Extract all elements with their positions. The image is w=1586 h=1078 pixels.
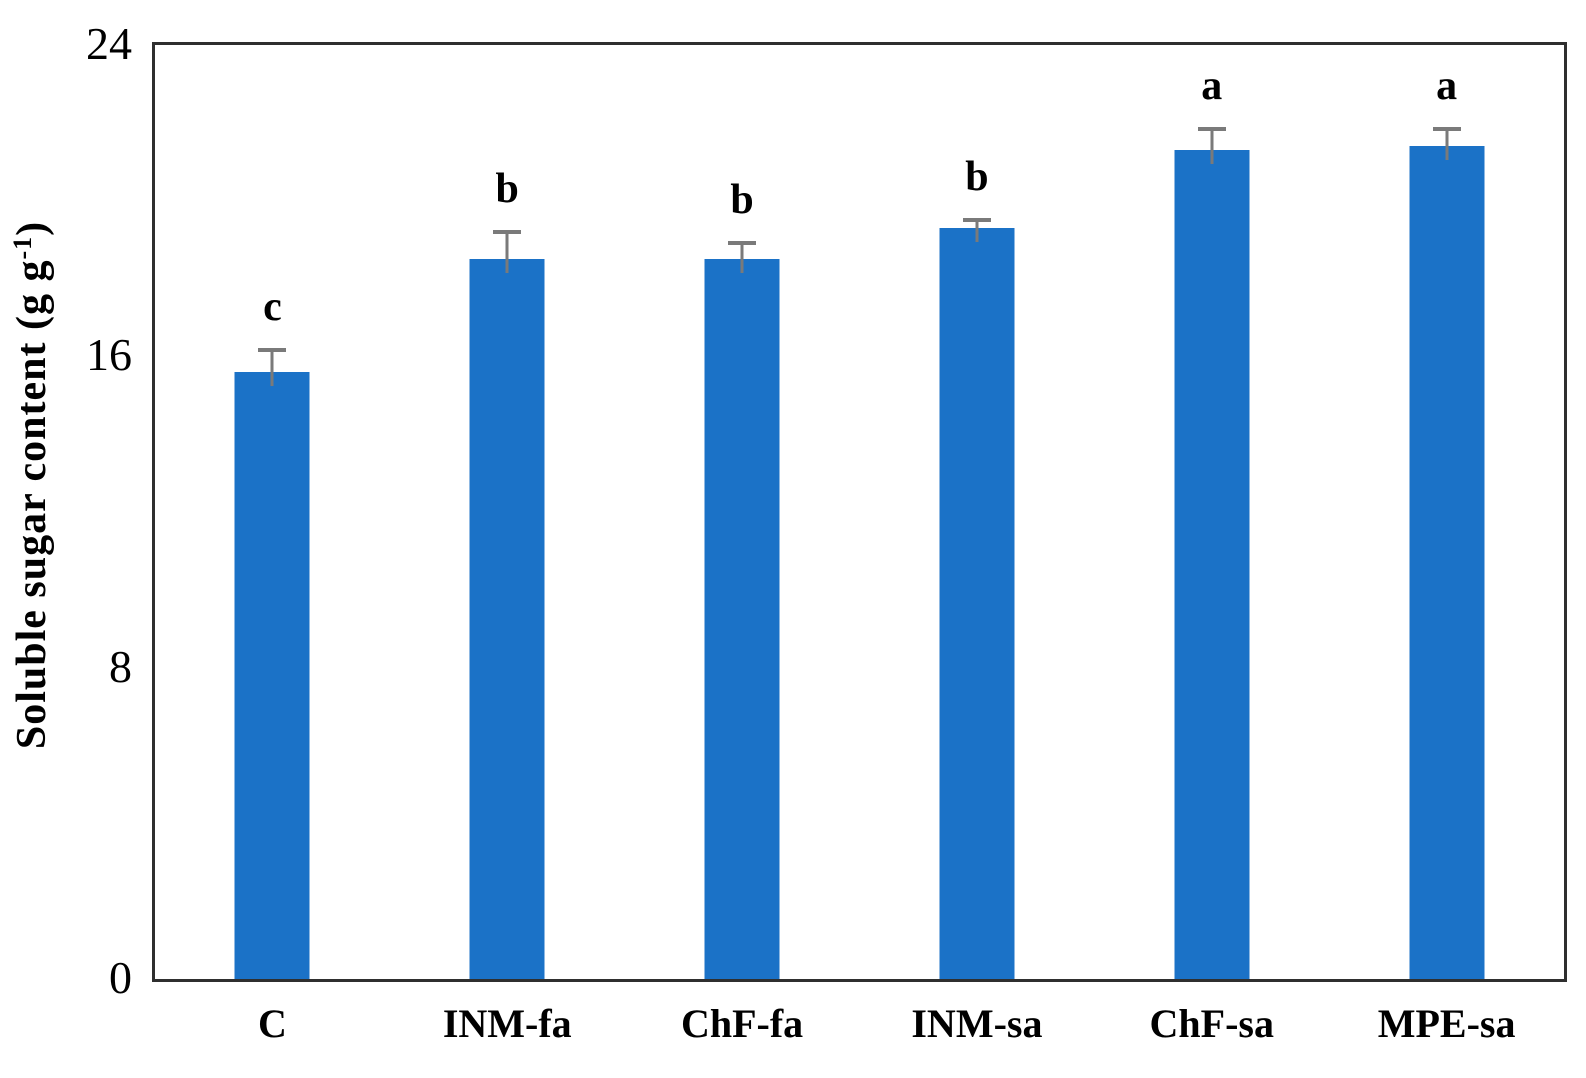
x-tick-label-C: C [257, 1001, 287, 1046]
x-tick-label-ChF-sa: ChF-sa [1149, 1001, 1274, 1046]
error-bar-whisker [975, 222, 979, 242]
plot-area: c b b b a a [152, 42, 1567, 982]
bar [1409, 146, 1485, 979]
significance-letter: b [965, 154, 989, 201]
y-tick-label-16: 16 [86, 329, 132, 381]
y-tick-label-8: 8 [109, 640, 132, 692]
error-bar-whisker [1445, 130, 1449, 161]
significance-letter: b [495, 165, 519, 212]
significance-letter: b [730, 177, 754, 224]
bar [234, 371, 310, 979]
error-bar-whisker [740, 245, 744, 274]
bar [469, 259, 545, 979]
bar [939, 227, 1015, 979]
error-bar-cap [962, 218, 991, 223]
error-bar-whisker [505, 233, 509, 274]
bar-group-C: c [155, 45, 390, 979]
error-bar-whisker [270, 352, 274, 386]
significance-letter: a [1201, 62, 1223, 109]
bar-group-ChF-sa: a [1094, 45, 1329, 979]
bar [1174, 150, 1250, 979]
bar-group-MPE-sa: a [1329, 45, 1564, 979]
bar-group-INM-sa: b [860, 45, 1095, 979]
bar [704, 259, 780, 979]
bar-group-ChF-fa: b [625, 45, 860, 979]
error-bar-cap [1432, 126, 1461, 131]
y-tick-label-24: 24 [86, 18, 132, 69]
significance-letter: c [263, 284, 282, 331]
error-bar-cap [493, 229, 522, 234]
y-tick-label-0: 0 [109, 952, 132, 1003]
error-bar-whisker [1210, 130, 1214, 165]
x-tick-label-INM-fa: INM-fa [442, 1001, 572, 1046]
y-axis-title-close: ) [9, 220, 56, 236]
x-tick-label-ChF-fa: ChF-fa [680, 1001, 804, 1046]
error-bar-cap [1197, 126, 1226, 131]
y-axis-title-superscript: -1 [7, 235, 37, 260]
error-bar-cap [728, 241, 757, 246]
bar-group-INM-fa: b [390, 45, 625, 979]
x-tick-label-INM-sa: INM-sa [911, 1001, 1043, 1046]
error-bar-cap [258, 348, 287, 353]
significance-letter: a [1436, 62, 1458, 109]
x-tick-label-MPE-sa: MPE-sa [1377, 1001, 1516, 1046]
